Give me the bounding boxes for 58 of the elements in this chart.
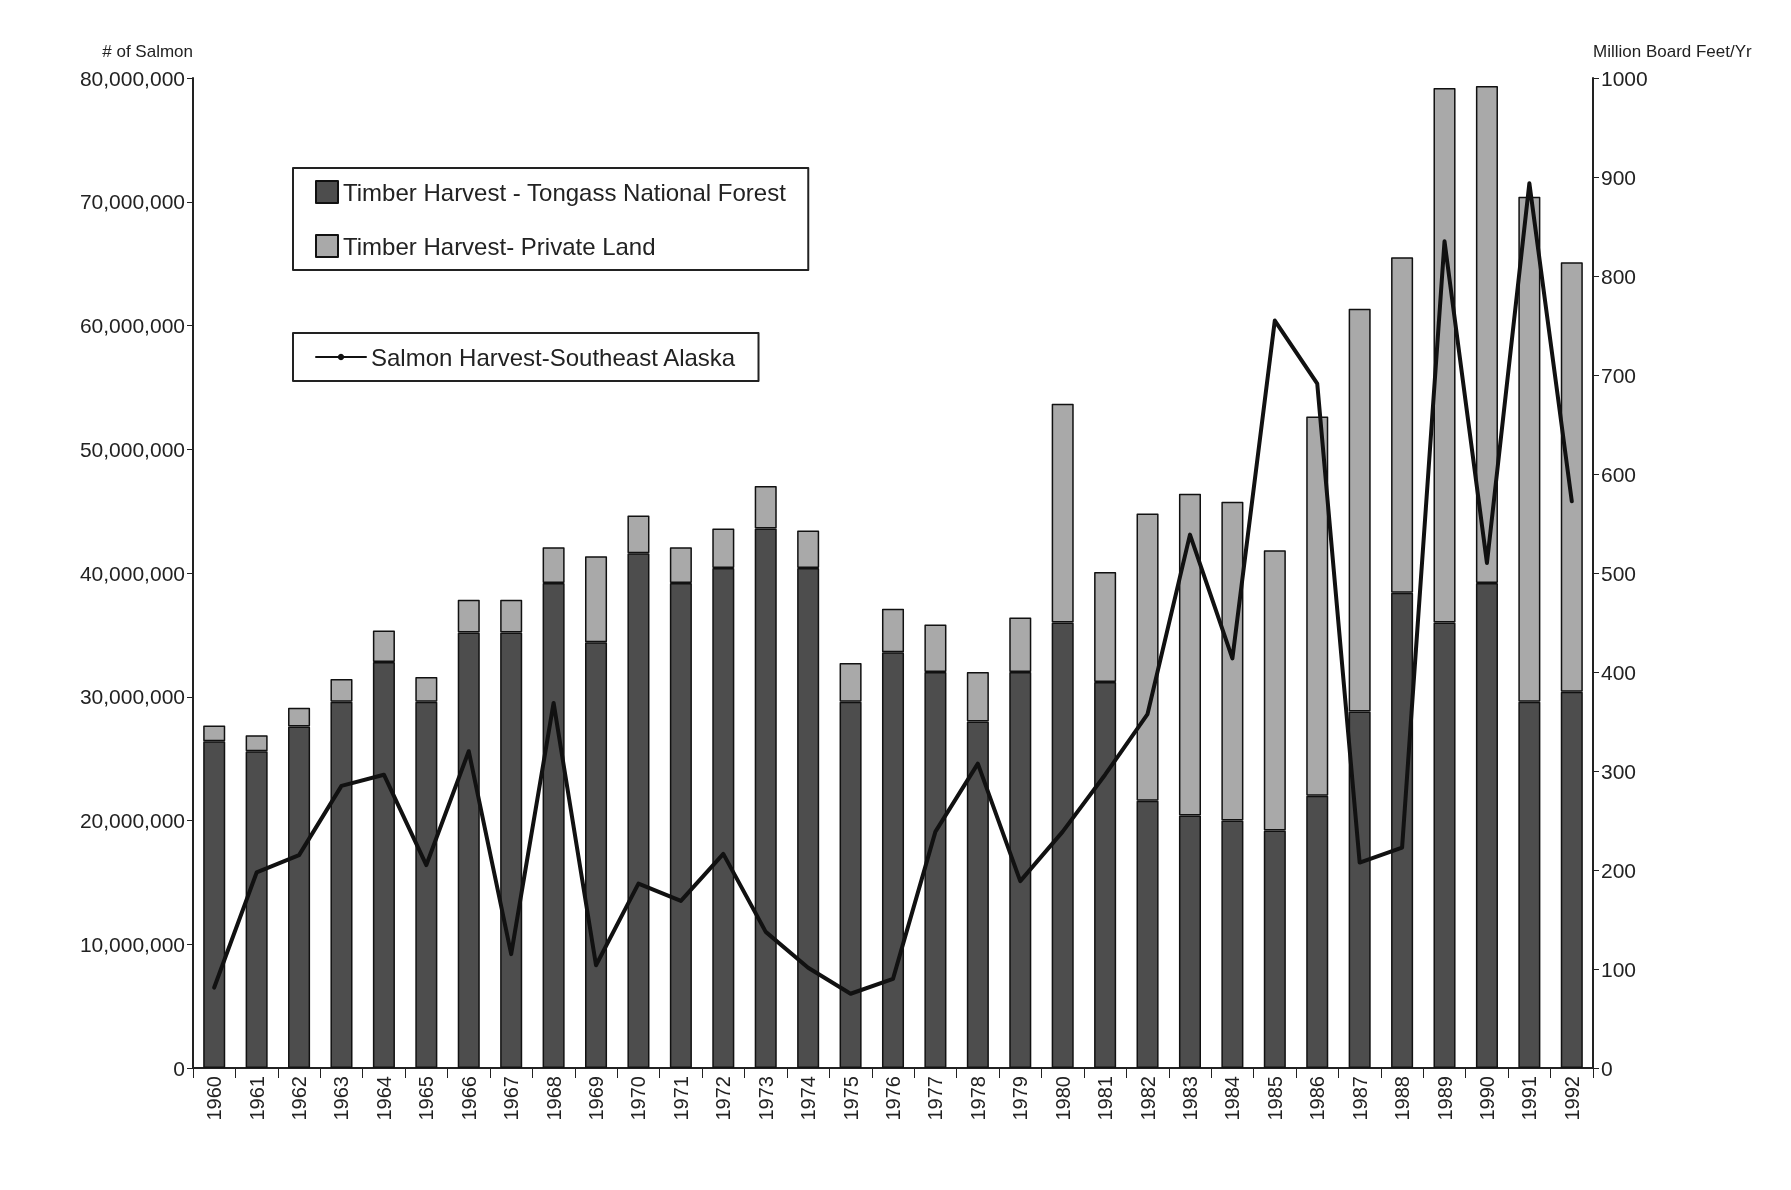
x-tick-label: 1971 (669, 1076, 692, 1121)
y-tick-label: 50,000,000 (79, 437, 185, 461)
y2-tick-label: 700 (1601, 363, 1637, 387)
x-tick-label: 1990 (1475, 1076, 1498, 1121)
y2-tick-label: 600 (1601, 462, 1637, 486)
x-tick-label: 1989 (1433, 1076, 1456, 1121)
x-tick-label: 1965 (415, 1076, 438, 1121)
x-tick-label: 1969 (585, 1076, 608, 1121)
x-tick-label: 1970 (627, 1076, 650, 1121)
x-tick-label: 1973 (754, 1076, 777, 1121)
x-tick-label: 1975 (839, 1076, 862, 1121)
y-tick-label: 40,000,000 (79, 561, 185, 585)
x-tick-label: 1979 (1009, 1076, 1032, 1121)
x-tick-label: 1981 (1094, 1076, 1117, 1121)
legend-label: Timber Harvest- Private Land (343, 232, 656, 260)
y2-tick-label: 900 (1601, 165, 1637, 189)
x-tick-label: 1987 (1348, 1076, 1371, 1121)
y2-tick-label: 800 (1601, 264, 1637, 288)
x-tick-label: 1991 (1518, 1076, 1541, 1121)
y2-axis-title: Million Board Feet/Yr (1593, 42, 1753, 61)
x-tick-label: 1985 (1263, 1076, 1286, 1121)
x-tick-label: 1974 (797, 1076, 820, 1121)
y-tick-label: 60,000,000 (79, 314, 185, 337)
x-tick-label: 1961 (245, 1076, 268, 1121)
y-tick-label: 30,000,000 (79, 685, 185, 709)
x-tick-label: 1972 (712, 1076, 735, 1121)
y2-tick-label: 400 (1601, 660, 1637, 684)
x-tick-label: 1968 (542, 1076, 565, 1121)
legend-label: Timber Harvest - Tongass National Forest (343, 178, 787, 206)
x-tick-label: 1980 (1051, 1076, 1074, 1121)
y-axis-title: # of Salmon (102, 42, 193, 61)
y2-tick-label: 300 (1601, 759, 1637, 783)
x-tick-label: 1982 (1136, 1076, 1159, 1121)
y-tick-label: 0 (173, 1056, 185, 1080)
x-tick-label: 1967 (500, 1076, 523, 1121)
x-tick-label: 1976 (882, 1076, 904, 1121)
x-tick-label: 1964 (372, 1076, 395, 1121)
y2-tick-label: 100 (1601, 957, 1637, 981)
y-tick-label: 80,000,000 (79, 66, 185, 90)
x-tick-label: 1992 (1560, 1076, 1583, 1121)
x-tick-label: 1962 (288, 1076, 311, 1121)
x-tick-label: 1978 (966, 1076, 989, 1121)
y2-tick-label: 0 (1601, 1056, 1613, 1080)
legend-label: Salmon Harvest-Southeast Alaska (371, 343, 736, 371)
y-tick-label: 20,000,000 (79, 809, 185, 832)
x-tick-label: 1984 (1221, 1076, 1244, 1121)
x-tick-label: 1966 (457, 1076, 480, 1121)
y-tick-label: 70,000,000 (79, 190, 185, 214)
x-tick-label: 1988 (1391, 1076, 1414, 1121)
x-tick-label: 1983 (1178, 1076, 1201, 1121)
y2-tick-label: 1000 (1601, 66, 1648, 90)
y2-tick-label: 200 (1601, 858, 1637, 882)
x-tick-label: 1963 (330, 1076, 353, 1121)
y-tick-label: 10,000,000 (79, 932, 185, 956)
x-tick-label: 1960 (203, 1076, 226, 1121)
x-tick-label: 1986 (1306, 1076, 1329, 1121)
x-tick-label: 1977 (924, 1076, 947, 1121)
y2-tick-label: 500 (1601, 561, 1637, 585)
